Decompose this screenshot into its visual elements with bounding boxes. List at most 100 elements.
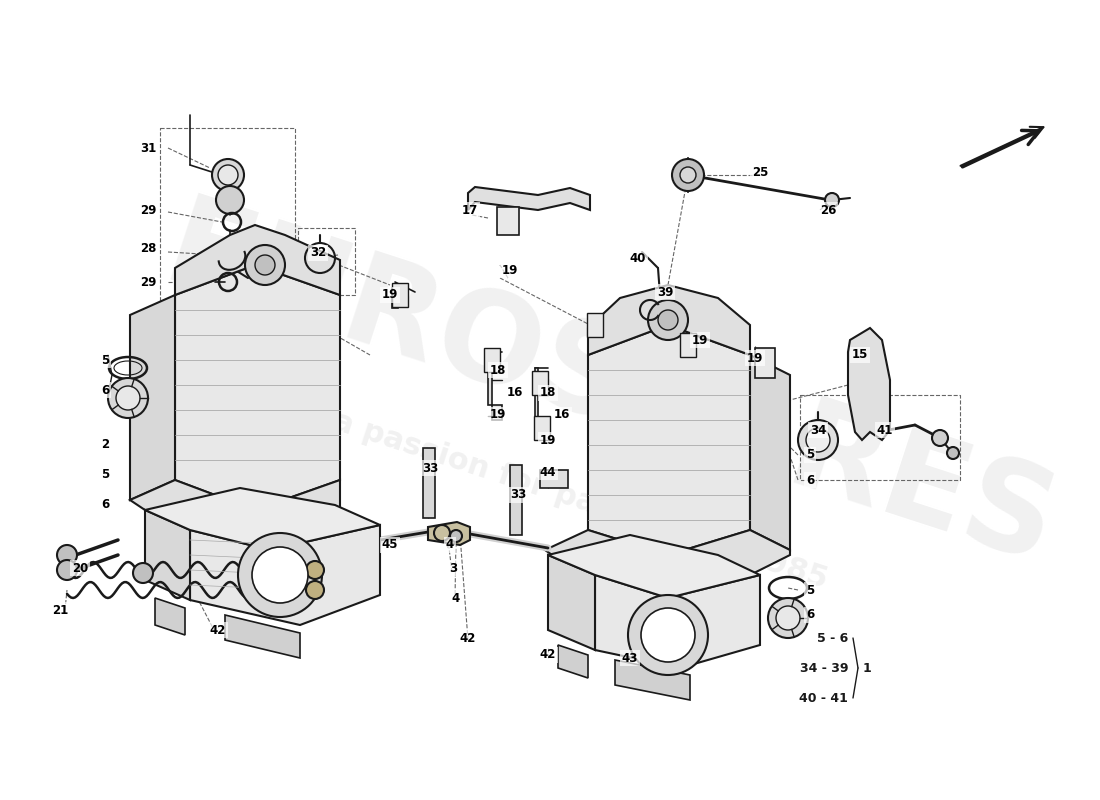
Text: 45: 45 — [382, 538, 398, 551]
Text: 19: 19 — [692, 334, 708, 346]
Polygon shape — [190, 525, 380, 625]
Polygon shape — [226, 615, 300, 658]
Polygon shape — [155, 598, 185, 635]
Circle shape — [108, 378, 148, 418]
Circle shape — [947, 447, 959, 459]
Circle shape — [306, 561, 324, 579]
Polygon shape — [468, 187, 590, 210]
Polygon shape — [175, 265, 340, 510]
Polygon shape — [544, 530, 790, 600]
Circle shape — [238, 533, 322, 617]
Text: 41: 41 — [877, 423, 893, 437]
Text: 32: 32 — [310, 246, 326, 259]
Circle shape — [776, 606, 800, 630]
Text: 6: 6 — [101, 383, 109, 397]
Circle shape — [932, 430, 948, 446]
Text: 16: 16 — [553, 409, 570, 422]
Text: 20: 20 — [72, 562, 88, 574]
Polygon shape — [558, 645, 589, 678]
Circle shape — [648, 300, 688, 340]
Text: 19: 19 — [502, 263, 518, 277]
Circle shape — [116, 386, 140, 410]
Text: 42: 42 — [210, 623, 227, 637]
Polygon shape — [595, 575, 760, 668]
Polygon shape — [548, 555, 595, 650]
Text: 19: 19 — [382, 289, 398, 302]
Circle shape — [216, 186, 244, 214]
Bar — [497, 207, 519, 235]
Text: EUROSPARES: EUROSPARES — [150, 189, 1070, 591]
Circle shape — [252, 547, 308, 603]
Polygon shape — [588, 285, 750, 355]
Bar — [534, 416, 550, 440]
Text: 19: 19 — [490, 409, 506, 422]
Text: 40: 40 — [630, 251, 646, 265]
Text: 29: 29 — [140, 203, 156, 217]
Polygon shape — [424, 448, 434, 518]
Text: 5: 5 — [806, 449, 814, 462]
Text: 5: 5 — [101, 354, 109, 366]
Text: 6: 6 — [806, 609, 814, 622]
Polygon shape — [145, 488, 380, 550]
Polygon shape — [848, 328, 890, 440]
Circle shape — [628, 595, 708, 675]
Text: 5 - 6: 5 - 6 — [816, 631, 848, 645]
Text: 34 - 39: 34 - 39 — [800, 662, 848, 674]
Text: 5: 5 — [101, 469, 109, 482]
Circle shape — [218, 165, 238, 185]
Circle shape — [212, 159, 244, 191]
Bar — [392, 283, 408, 307]
Text: 44: 44 — [540, 466, 557, 478]
Text: 28: 28 — [140, 242, 156, 254]
Text: 21: 21 — [52, 603, 68, 617]
Circle shape — [658, 310, 678, 330]
Circle shape — [806, 428, 830, 452]
Text: 31: 31 — [140, 142, 156, 154]
Text: 42: 42 — [540, 649, 557, 662]
Text: 40 - 41: 40 - 41 — [799, 691, 848, 705]
Text: 17: 17 — [462, 203, 478, 217]
Circle shape — [434, 525, 450, 541]
Text: 42: 42 — [460, 631, 476, 645]
Text: 1: 1 — [864, 662, 871, 674]
Circle shape — [825, 193, 839, 207]
Polygon shape — [615, 660, 690, 700]
Bar — [484, 348, 500, 372]
Circle shape — [245, 245, 285, 285]
Polygon shape — [510, 465, 522, 535]
Text: 33: 33 — [422, 462, 438, 474]
Circle shape — [57, 545, 77, 565]
Polygon shape — [392, 288, 398, 308]
Text: 5: 5 — [806, 583, 814, 597]
Polygon shape — [548, 535, 760, 598]
Text: 16: 16 — [507, 386, 524, 399]
Circle shape — [768, 598, 808, 638]
Text: 2: 2 — [101, 438, 109, 451]
Text: 18: 18 — [540, 386, 557, 399]
Circle shape — [798, 420, 838, 460]
Bar — [532, 371, 548, 395]
Polygon shape — [130, 295, 175, 500]
Circle shape — [450, 530, 462, 542]
Text: 15: 15 — [851, 349, 868, 362]
Text: 39: 39 — [657, 286, 673, 298]
Circle shape — [641, 608, 695, 662]
Polygon shape — [535, 368, 548, 435]
Text: 43: 43 — [621, 651, 638, 665]
Circle shape — [672, 159, 704, 191]
Text: 3: 3 — [449, 562, 458, 574]
Text: 29: 29 — [140, 277, 156, 290]
Text: 25: 25 — [751, 166, 768, 178]
Text: a passion for parts since 1985: a passion for parts since 1985 — [329, 406, 832, 594]
Polygon shape — [428, 522, 470, 545]
Text: 26: 26 — [820, 203, 836, 217]
Text: 6: 6 — [806, 474, 814, 486]
Text: 18: 18 — [490, 363, 506, 377]
Text: 33: 33 — [510, 489, 526, 502]
Text: 4: 4 — [446, 538, 454, 551]
Polygon shape — [130, 480, 340, 555]
Text: 4: 4 — [452, 591, 460, 605]
Text: 34: 34 — [810, 423, 826, 437]
Circle shape — [680, 167, 696, 183]
Circle shape — [306, 581, 324, 599]
